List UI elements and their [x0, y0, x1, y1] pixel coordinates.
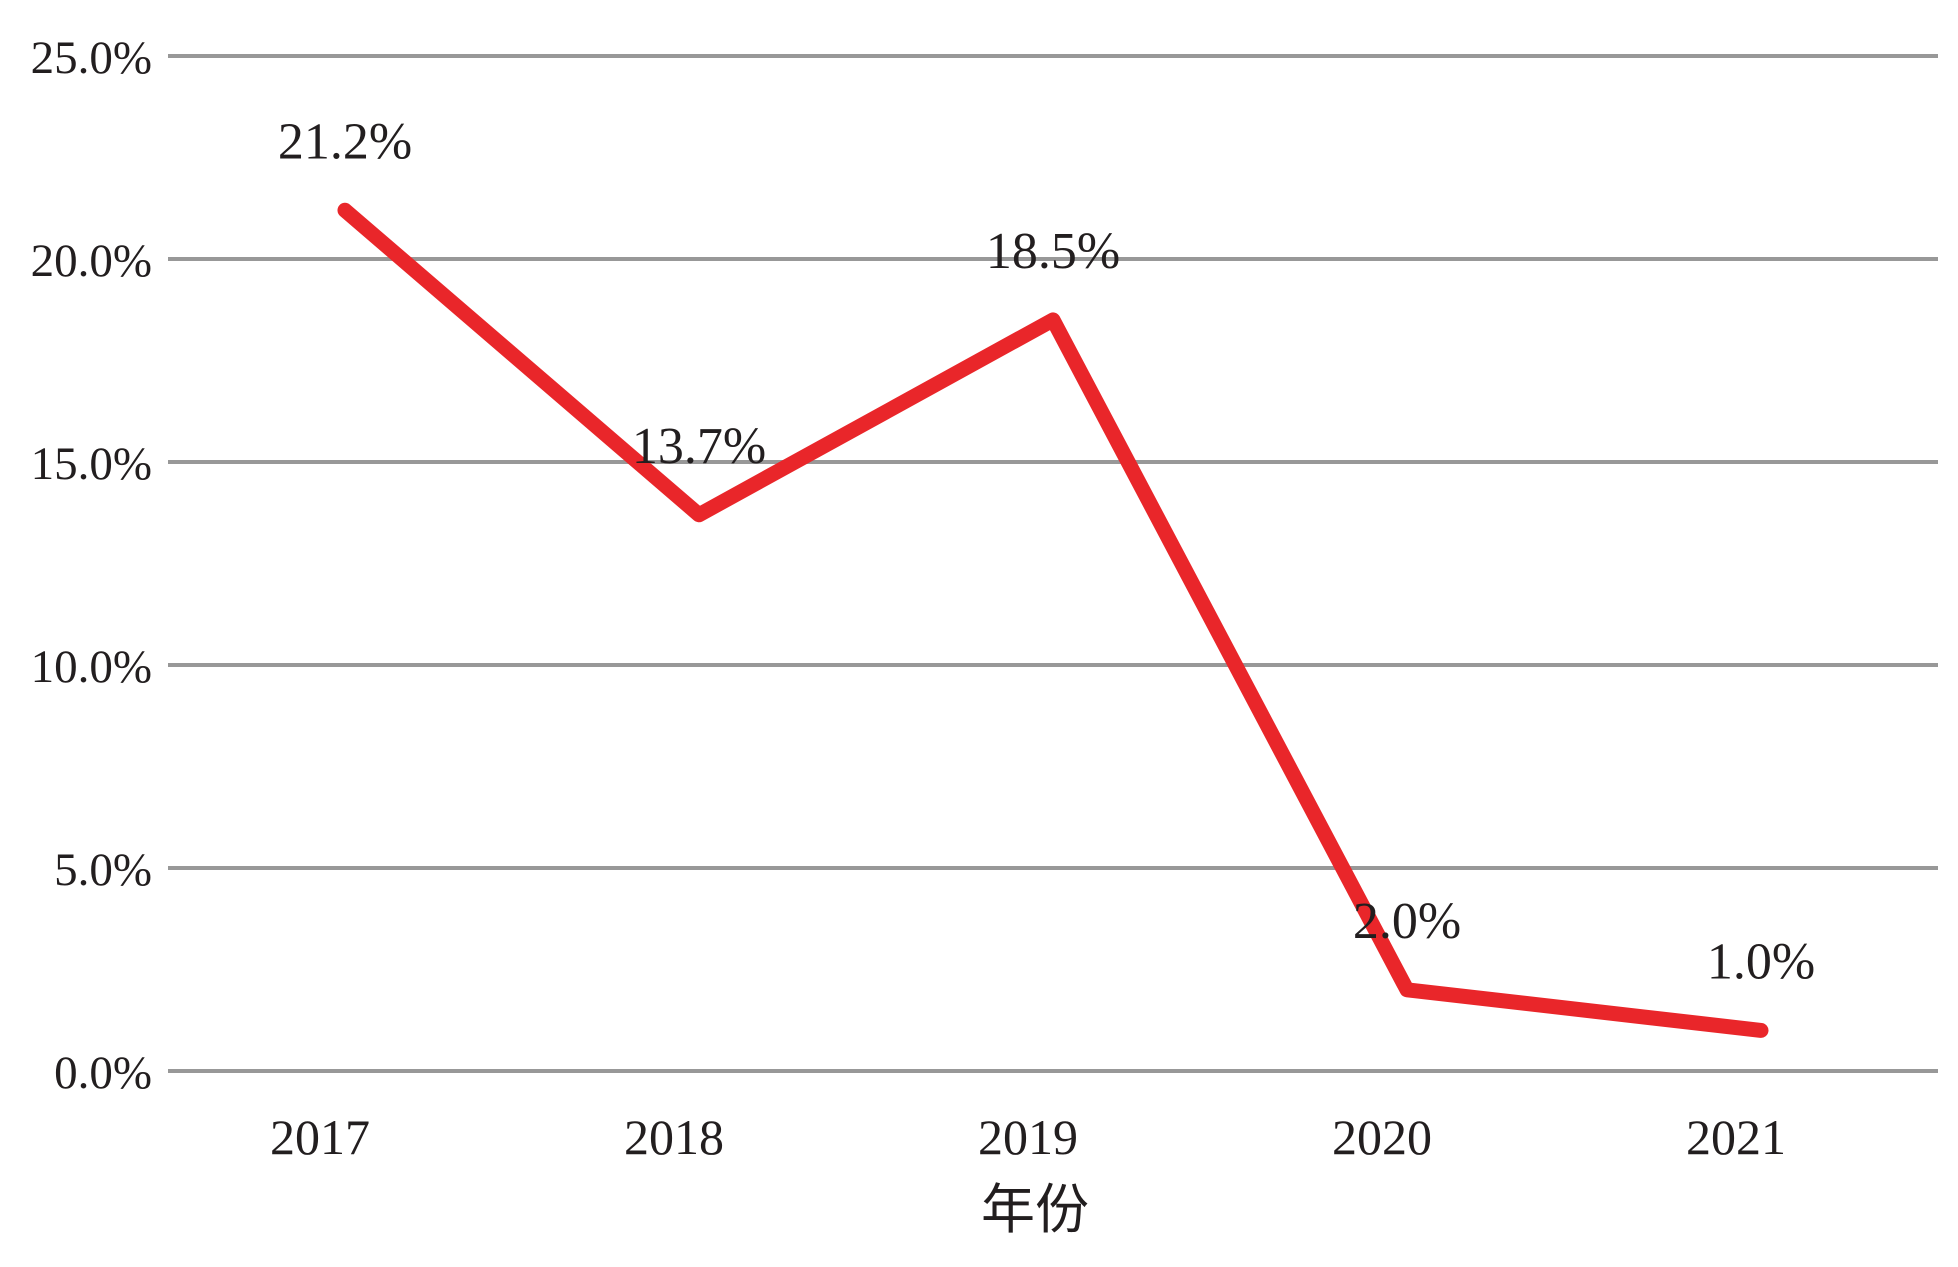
x-tick-label: 2021: [1686, 1109, 1786, 1165]
data-label: 13.7%: [632, 418, 766, 475]
y-axis-labels: 0.0% 5.0% 10.0% 15.0% 20.0% 25.0%: [31, 32, 152, 1099]
x-tick-label: 2017: [270, 1109, 370, 1165]
x-tick-label: 2019: [978, 1109, 1078, 1165]
y-tick-label: 20.0%: [31, 235, 152, 287]
x-tick-label: 2018: [624, 1109, 724, 1165]
y-tick-label: 15.0%: [31, 438, 152, 490]
gridlines: [168, 54, 1938, 1073]
y-tick-label: 10.0%: [31, 641, 152, 693]
data-labels: 21.2% 13.7% 18.5% 2.0% 1.0%: [278, 113, 1815, 990]
data-label: 18.5%: [986, 223, 1120, 280]
x-tick-label: 2020: [1332, 1109, 1432, 1165]
series-line-path: [337, 202, 1769, 1038]
y-tick-label: 0.0%: [54, 1047, 152, 1099]
data-label: 1.0%: [1707, 933, 1815, 990]
y-tick-label: 25.0%: [31, 32, 152, 84]
x-axis-title: 年份: [981, 1180, 1089, 1240]
data-label: 21.2%: [278, 113, 412, 170]
series-line: [337, 202, 1769, 1038]
x-axis-labels: 2017 2018 2019 2020 2021: [270, 1109, 1786, 1165]
y-tick-label: 5.0%: [54, 844, 152, 896]
data-label: 2.0%: [1353, 893, 1461, 950]
